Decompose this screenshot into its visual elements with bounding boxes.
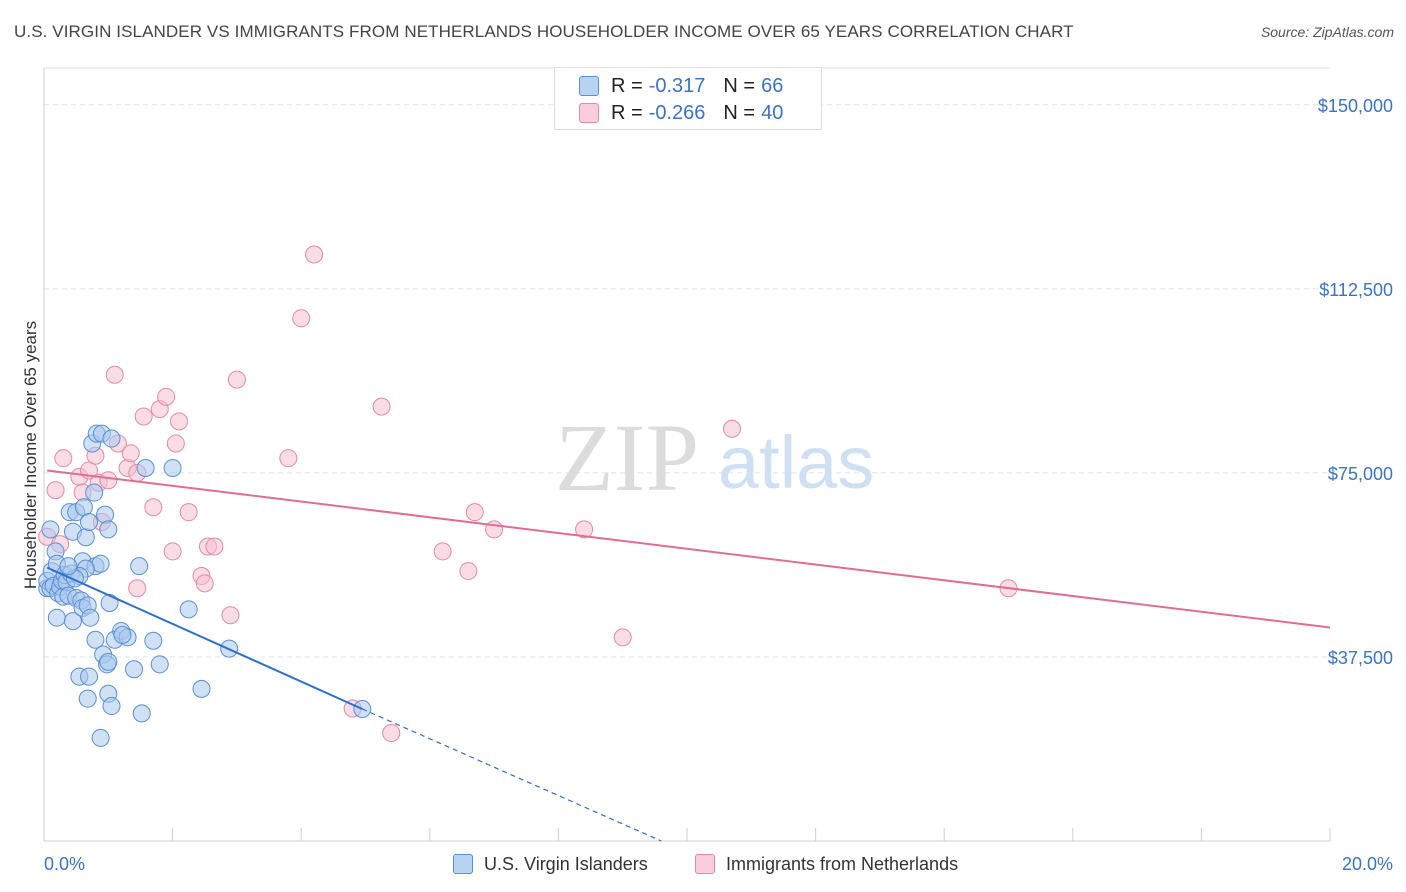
virgin-islanders-point xyxy=(96,505,115,524)
netherlands-point xyxy=(613,628,632,647)
bottom-legend-swatch-pink xyxy=(695,854,715,874)
virgin-islanders-point xyxy=(132,704,151,723)
legend-r-label: R = xyxy=(611,101,643,124)
series-virgin-islanders-points xyxy=(38,424,372,747)
trend-line-virgin-islanders xyxy=(46,566,363,710)
netherlands-point xyxy=(292,309,311,328)
watermark-zip: ZIP xyxy=(555,404,699,511)
virgin-islanders-point xyxy=(144,631,163,650)
legend-row-netherlands: R = -0.266 N = 40 xyxy=(579,101,783,125)
netherlands-point xyxy=(144,498,163,517)
netherlands-point xyxy=(121,444,140,463)
virgin-islanders-point xyxy=(80,512,99,531)
virgin-islanders-point xyxy=(47,608,66,627)
legend-row-virgin-islanders: R = -0.317 N = 66 xyxy=(579,74,783,98)
legend-n-label: N = xyxy=(723,101,756,124)
legend-r-label: R = xyxy=(611,74,643,97)
watermark: ZIP atlas xyxy=(555,404,874,511)
virgin-islanders-point xyxy=(100,593,119,612)
netherlands-point xyxy=(195,574,214,593)
netherlands-point xyxy=(227,370,246,389)
bottom-legend-swatch-blue xyxy=(453,854,473,874)
bottom-legend-label: Immigrants from Netherlands xyxy=(726,853,959,874)
trend-lines xyxy=(46,469,1331,842)
bottom-legend-label: U.S. Virgin Islanders xyxy=(484,853,648,874)
virgin-islanders-point xyxy=(80,667,99,686)
virgin-islanders-point xyxy=(41,520,60,539)
legend-n-value: 66 xyxy=(761,74,784,97)
virgin-islanders-point xyxy=(91,728,110,747)
netherlands-point xyxy=(166,434,185,453)
netherlands-point xyxy=(433,542,452,561)
netherlands-point xyxy=(723,419,742,438)
y-tick-label: $112,500 xyxy=(1319,280,1393,300)
netherlands-point xyxy=(459,562,478,581)
netherlands-point xyxy=(179,503,198,522)
virgin-islanders-point xyxy=(163,458,182,477)
netherlands-point xyxy=(99,471,118,490)
netherlands-point xyxy=(54,449,73,468)
bottom-legend-netherlands: Immigrants from Netherlands xyxy=(695,852,958,876)
netherlands-point xyxy=(170,412,189,431)
source-label: Source: ZipAtlas.com xyxy=(1260,24,1394,40)
virgin-islanders-point xyxy=(150,655,169,674)
virgin-islanders-point xyxy=(86,630,105,649)
virgin-islanders-point xyxy=(179,600,198,619)
x-tick-label-min: 0.0% xyxy=(44,854,85,874)
netherlands-point xyxy=(163,542,182,561)
netherlands-point xyxy=(46,481,65,500)
netherlands-point xyxy=(279,449,298,468)
chart-title: U.S. VIRGIN ISLANDER VS IMMIGRANTS FROM … xyxy=(14,22,1074,41)
netherlands-point xyxy=(485,520,504,539)
trend-line-netherlands xyxy=(47,469,1331,629)
netherlands-point xyxy=(105,365,124,384)
virgin-islanders-point xyxy=(99,520,118,539)
x-tick-label-max: 20.0% xyxy=(1342,854,1393,874)
virgin-islanders-point xyxy=(102,429,121,448)
y-axis-title: Householder Income Over 65 years xyxy=(21,320,40,590)
virgin-islanders-point xyxy=(192,679,211,698)
virgin-islanders-point xyxy=(63,612,82,631)
netherlands-point xyxy=(305,245,324,264)
netherlands-point xyxy=(221,606,240,625)
y-tick-label: $75,000 xyxy=(1328,464,1393,484)
netherlands-point xyxy=(575,520,594,539)
netherlands-point xyxy=(382,724,401,743)
virgin-islanders-point xyxy=(136,458,155,477)
virgin-islanders-point xyxy=(76,528,95,547)
y-tick-label: $37,500 xyxy=(1328,648,1393,668)
legend-n-label: N = xyxy=(723,74,756,97)
virgin-islanders-point xyxy=(85,483,104,502)
virgin-islanders-point xyxy=(99,652,118,671)
netherlands-point xyxy=(465,503,484,522)
watermark-atlas: atlas xyxy=(718,421,874,504)
virgin-islanders-point xyxy=(113,625,132,644)
trend-line-virgin-islanders-extension xyxy=(362,708,662,842)
netherlands-point xyxy=(372,397,391,416)
virgin-islanders-point xyxy=(125,660,144,679)
legend-swatch-blue xyxy=(579,76,599,96)
netherlands-point xyxy=(157,387,176,406)
netherlands-point xyxy=(134,407,153,426)
legend-r-value: -0.266 xyxy=(648,101,706,124)
correlation-legend: R = -0.317 N = 66 R = -0.266 N = 40 xyxy=(554,67,822,130)
netherlands-point xyxy=(128,579,147,598)
bottom-legend-virgin-islanders: U.S. Virgin Islanders xyxy=(453,852,648,876)
y-tick-label: $150,000 xyxy=(1318,96,1393,116)
netherlands-point xyxy=(205,537,224,556)
virgin-islanders-point xyxy=(130,557,149,576)
virgin-islanders-point xyxy=(78,689,97,708)
legend-n-value: 40 xyxy=(761,101,784,124)
grid-lines xyxy=(44,67,1330,658)
x-ticks xyxy=(43,828,1331,841)
virgin-islanders-point xyxy=(59,557,78,576)
legend-r-value: -0.317 xyxy=(648,74,706,97)
virgin-islanders-point xyxy=(81,608,100,627)
legend-swatch-pink xyxy=(579,103,599,123)
virgin-islanders-point xyxy=(102,697,121,716)
y-tick-labels: $37,500 $75,000 $112,500 $150,000 xyxy=(1318,96,1393,668)
